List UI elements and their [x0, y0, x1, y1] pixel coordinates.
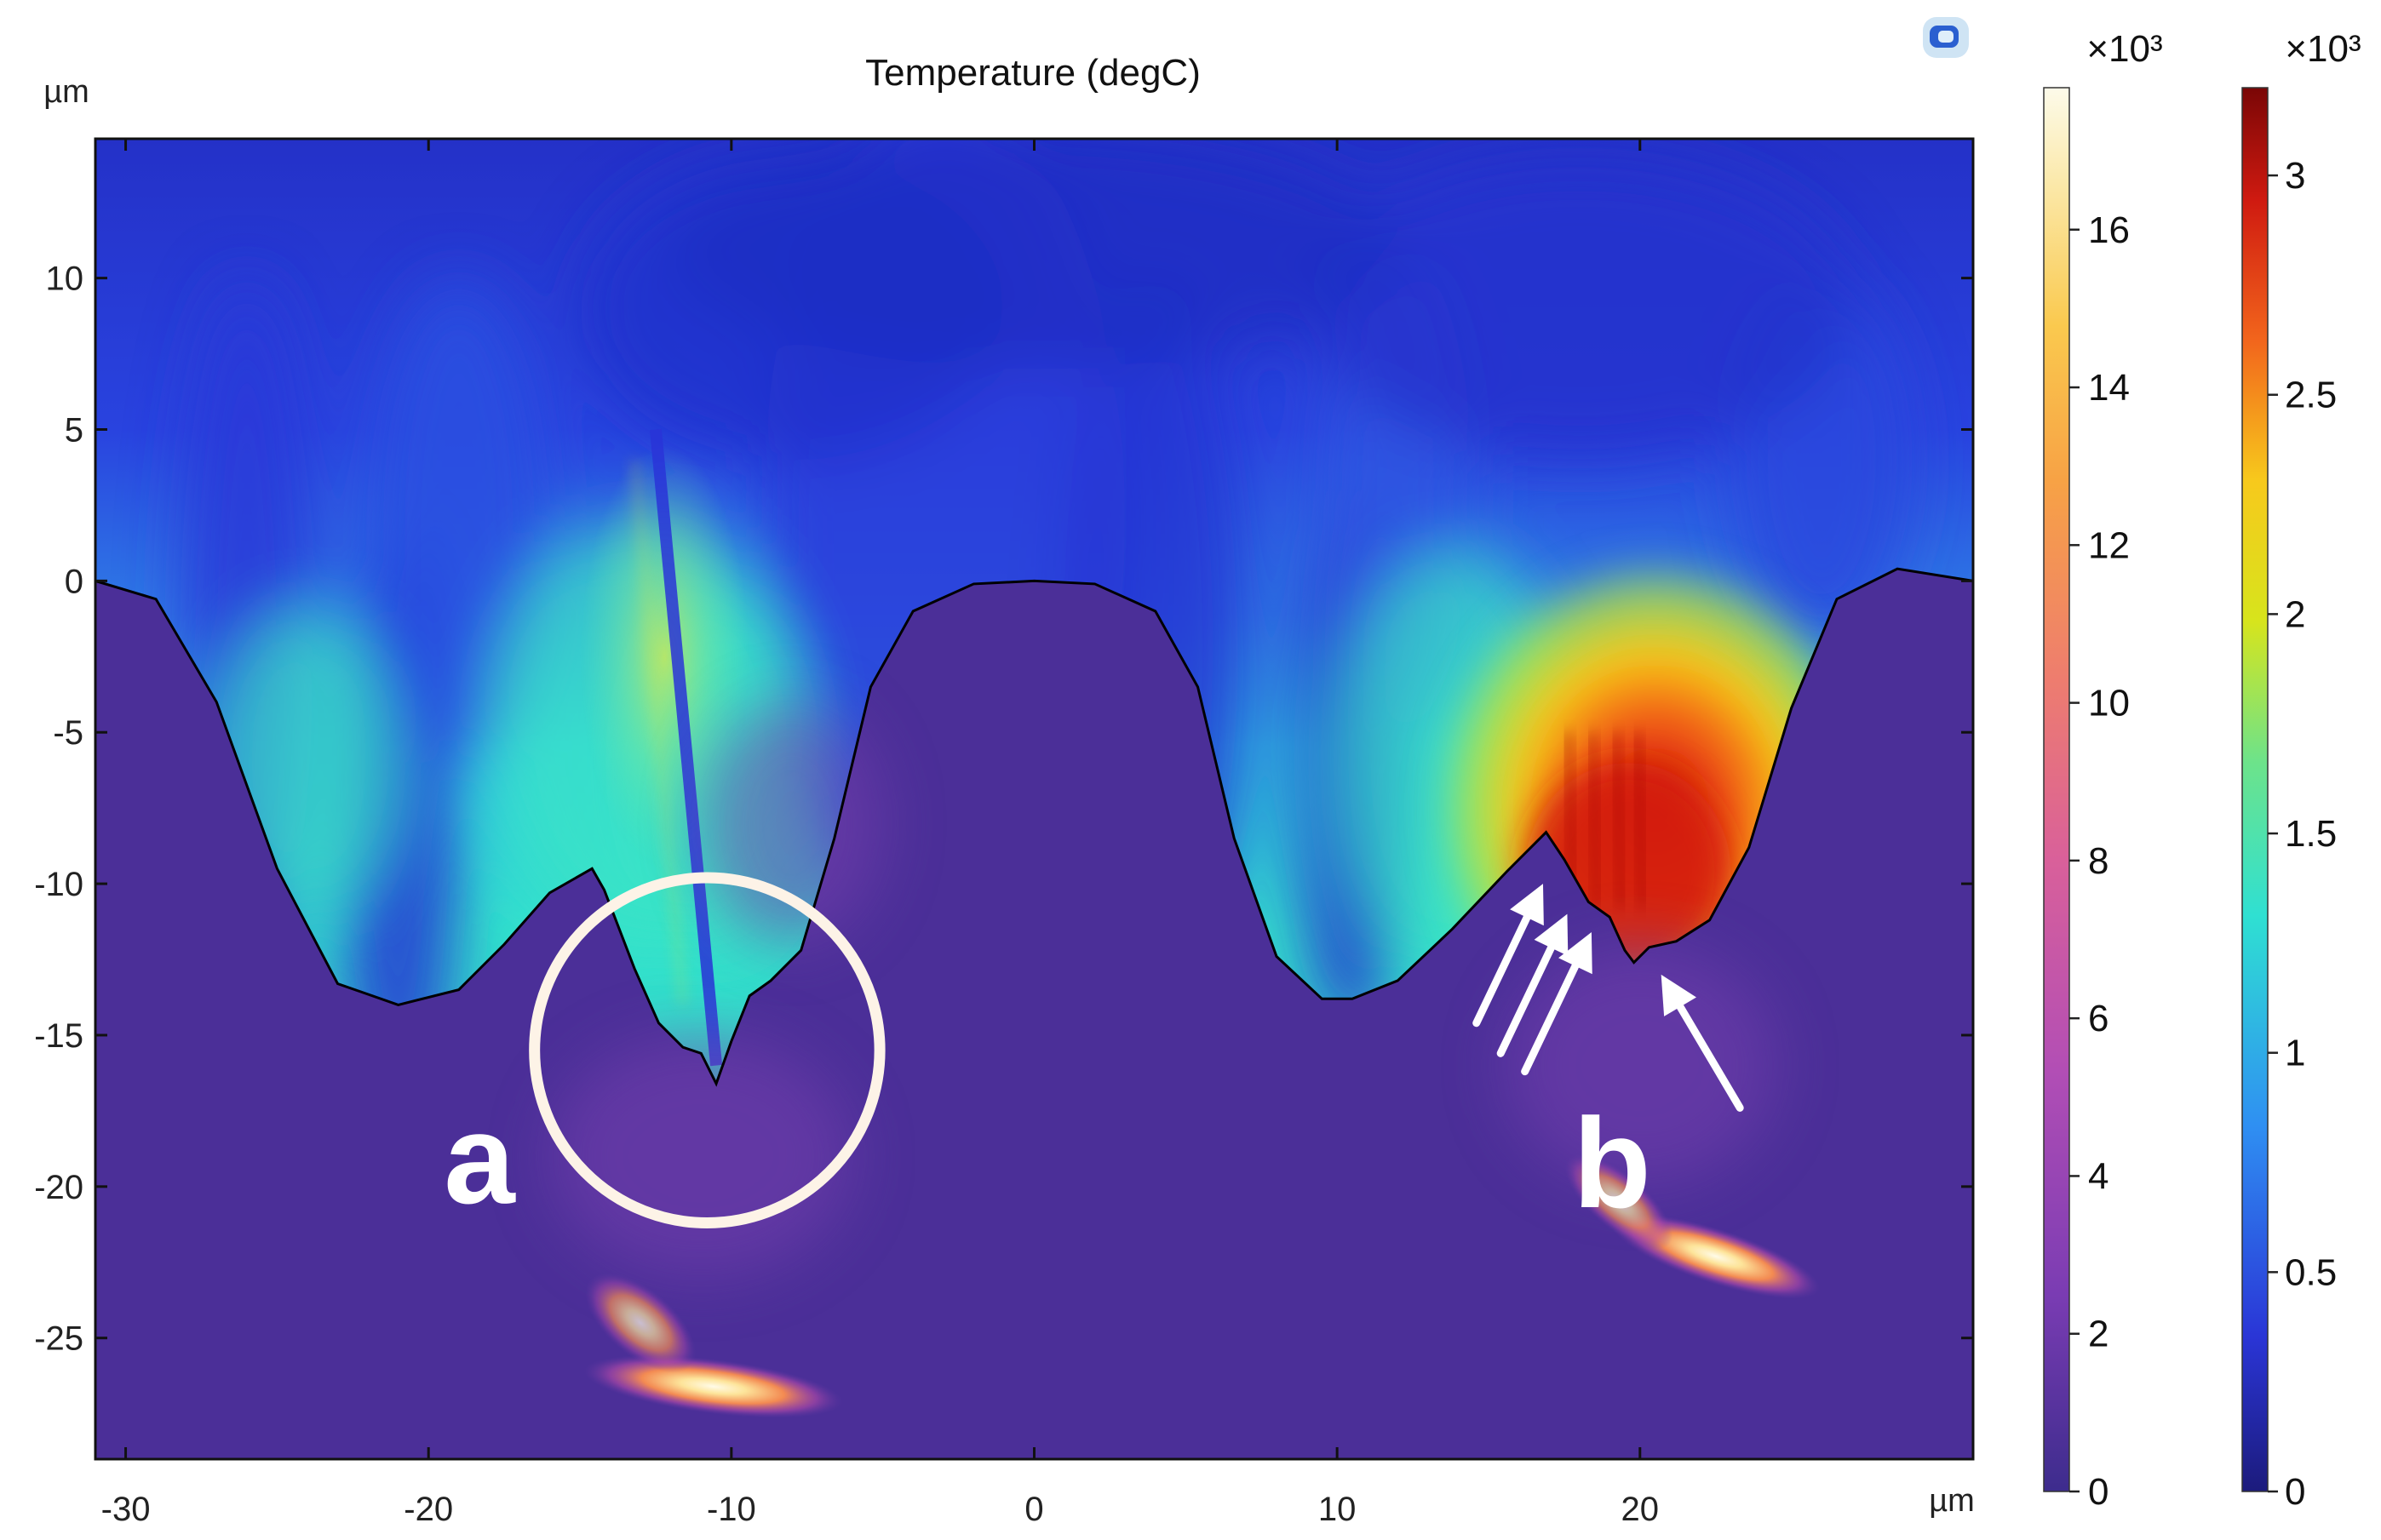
colorbar-tick-label: 0 — [2088, 1471, 2108, 1513]
colorbar-tick-label: 1 — [2285, 1033, 2305, 1074]
colorbar-tick-label: 8 — [2088, 840, 2108, 882]
annotation-arrow-b — [1496, 943, 1555, 1057]
colorbar-tick-label: 0 — [2285, 1471, 2305, 1513]
hot-band-a — [583, 1354, 843, 1418]
colorbar-tick-label: 14 — [2088, 367, 2130, 409]
x-tick-label: 0 — [1024, 1491, 1043, 1528]
annotation-arrow-b — [1472, 913, 1531, 1028]
temperature-field — [95, 139, 1973, 1459]
annotation-arrow-b — [1521, 962, 1580, 1076]
y-tick-label: 5 — [65, 412, 83, 449]
y-tick-label: -10 — [34, 866, 83, 903]
x-tick-label: 20 — [1621, 1491, 1660, 1528]
x-tick-label: -20 — [404, 1491, 453, 1528]
annotation-circle-a — [529, 872, 886, 1228]
colorbar-tick-label: 12 — [2088, 524, 2130, 566]
comsol-logo-icon — [1923, 17, 1969, 58]
colorbar-multiplier: ×10³ — [2285, 28, 2361, 70]
annotation-arrowhead-b — [1534, 913, 1569, 956]
colorbar-multiplier: ×10³ — [2086, 28, 2162, 70]
y-tick-label: -25 — [34, 1320, 83, 1358]
colorbar-tick-label: 16 — [2088, 209, 2130, 251]
y-tick-label: 10 — [46, 260, 84, 298]
annotation-label-a: a — [444, 1087, 516, 1230]
colorbar-tick-label: 10 — [2088, 683, 2130, 724]
x-axis: -30 -20 -10 0 10 20 — [101, 139, 1659, 1528]
annotation-arrow-b — [1676, 1003, 1744, 1112]
colorbar-substrate-bar — [2043, 87, 2070, 1492]
chart-title: Temperature (degC) — [865, 52, 1201, 94]
annotation-label-b: b — [1573, 1091, 1651, 1234]
y-tick-label: -20 — [34, 1169, 83, 1206]
y-tick-label: -15 — [34, 1017, 83, 1055]
x-tick-label: -10 — [707, 1491, 756, 1528]
y-axis-unit-label: µm — [43, 74, 89, 110]
x-axis-unit-label: µm — [1929, 1483, 1975, 1519]
annotations — [529, 872, 1744, 1228]
y-tick-label: -5 — [53, 714, 83, 752]
colorbar-gas-bar — [2241, 87, 2269, 1492]
annotation-arrowhead-b — [1661, 974, 1697, 1016]
surface-profile-line — [95, 567, 1973, 1087]
colorbar-tick-label: 2 — [2285, 593, 2305, 635]
y-axis: 10 5 0 -5 -10 -15 -20 -25 — [34, 260, 1973, 1358]
annotation-arrowhead-b — [1510, 884, 1544, 926]
colorbar-tick-label: 1.5 — [2285, 813, 2337, 855]
colorbar-tick-label: 3 — [2285, 155, 2305, 197]
substrate-region — [95, 569, 1973, 1459]
colorbar-tick-label: 6 — [2088, 998, 2108, 1039]
annotation-arrowhead-b — [1558, 932, 1592, 975]
x-tick-label: 10 — [1318, 1491, 1357, 1528]
y-tick-label: 0 — [65, 563, 83, 600]
colorbar-tick-label: 2.5 — [2285, 375, 2337, 416]
colorbar-substrate: 0 2 4 6 8 10 12 14 16 ×10³ — [2043, 28, 2163, 1513]
colorbar-tick-label: 4 — [2088, 1155, 2108, 1197]
colorbar-gas: 0 0.5 1 1.5 2 2.5 3 ×10³ — [2241, 28, 2361, 1513]
colorbar-tick-label: 0.5 — [2285, 1251, 2337, 1293]
x-tick-label: -30 — [101, 1491, 151, 1528]
colorbars: 0 2 4 6 8 10 12 14 16 ×10³ 0 0.5 1 1.5 2 2.5 3 ×10³ — [2043, 28, 2361, 1513]
colorbar-tick-label: 2 — [2088, 1314, 2108, 1355]
